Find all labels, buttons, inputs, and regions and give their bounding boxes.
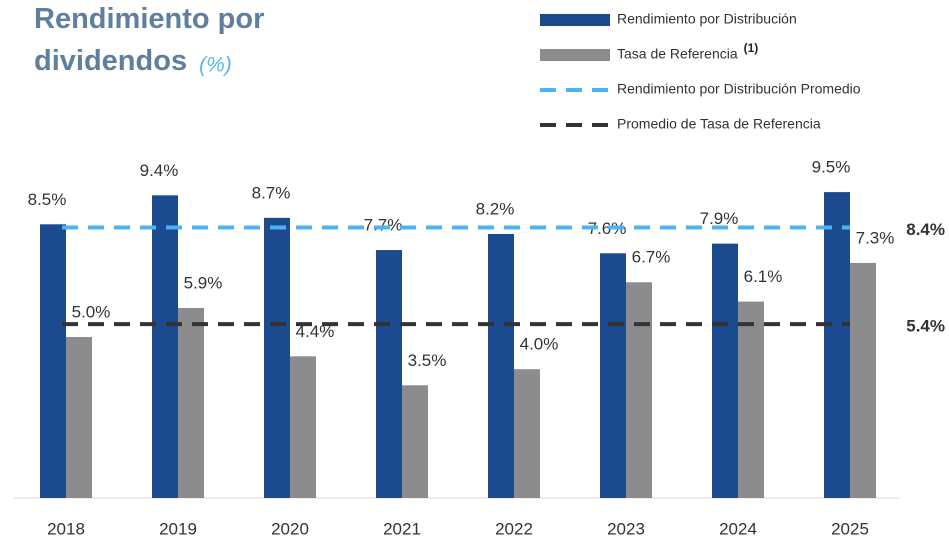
legend-label: Rendimiento por Distribución Promedio [617, 81, 861, 97]
data-label: 6.1% [744, 267, 783, 286]
bar [626, 282, 652, 498]
data-label: 7.9% [700, 209, 739, 228]
bar [850, 262, 876, 498]
bar [264, 217, 290, 499]
bar [66, 337, 92, 498]
legend-label: Promedio de Tasa de Referencia [617, 116, 821, 132]
legend-swatch [540, 49, 610, 61]
data-label: 7.3% [856, 228, 895, 247]
data-label: 8.5% [28, 190, 67, 209]
x-tick-label: 2021 [383, 519, 421, 538]
x-tick-label: 2018 [47, 519, 85, 538]
bar [488, 233, 514, 498]
legend-note: (1) [744, 41, 759, 55]
bar [514, 369, 540, 498]
data-label: 6.7% [632, 248, 671, 267]
data-label: 5.9% [184, 274, 223, 293]
legend-swatch [540, 14, 610, 26]
x-tick-label: 2023 [607, 519, 645, 538]
bar [290, 356, 316, 498]
bar [178, 308, 204, 498]
chart-subtitle: (%) [199, 54, 232, 77]
chart-title: Rendimiento por dividendos [34, 3, 264, 77]
x-tick-label: 2020 [271, 519, 309, 538]
legend-label: Rendimiento por Distribución [617, 11, 797, 27]
legend-label: Tasa de Referencia [617, 46, 738, 62]
bar [712, 243, 738, 498]
data-label: 7.7% [364, 216, 403, 235]
bar [40, 224, 66, 499]
x-tick-label: 2025 [831, 519, 869, 538]
bar [402, 385, 428, 498]
reference-label: 8.4% [906, 220, 945, 239]
data-label: 5.0% [72, 302, 111, 321]
data-label: 9.4% [140, 161, 179, 180]
data-label: 8.7% [252, 183, 291, 202]
data-label: 9.5% [812, 158, 851, 177]
bar [600, 253, 626, 498]
bar [376, 250, 402, 498]
data-label: 4.4% [296, 322, 335, 341]
x-tick-label: 2019 [159, 519, 197, 538]
data-label: 3.5% [408, 351, 447, 370]
reference-label: 5.4% [906, 317, 945, 336]
data-label: 7.6% [588, 219, 627, 238]
x-tick-label: 2024 [719, 519, 757, 538]
bar [824, 192, 850, 498]
data-label: 4.0% [520, 335, 559, 354]
x-tick-label: 2022 [495, 519, 533, 538]
bar [738, 301, 764, 498]
bar [152, 195, 178, 498]
data-label: 8.2% [476, 199, 515, 218]
